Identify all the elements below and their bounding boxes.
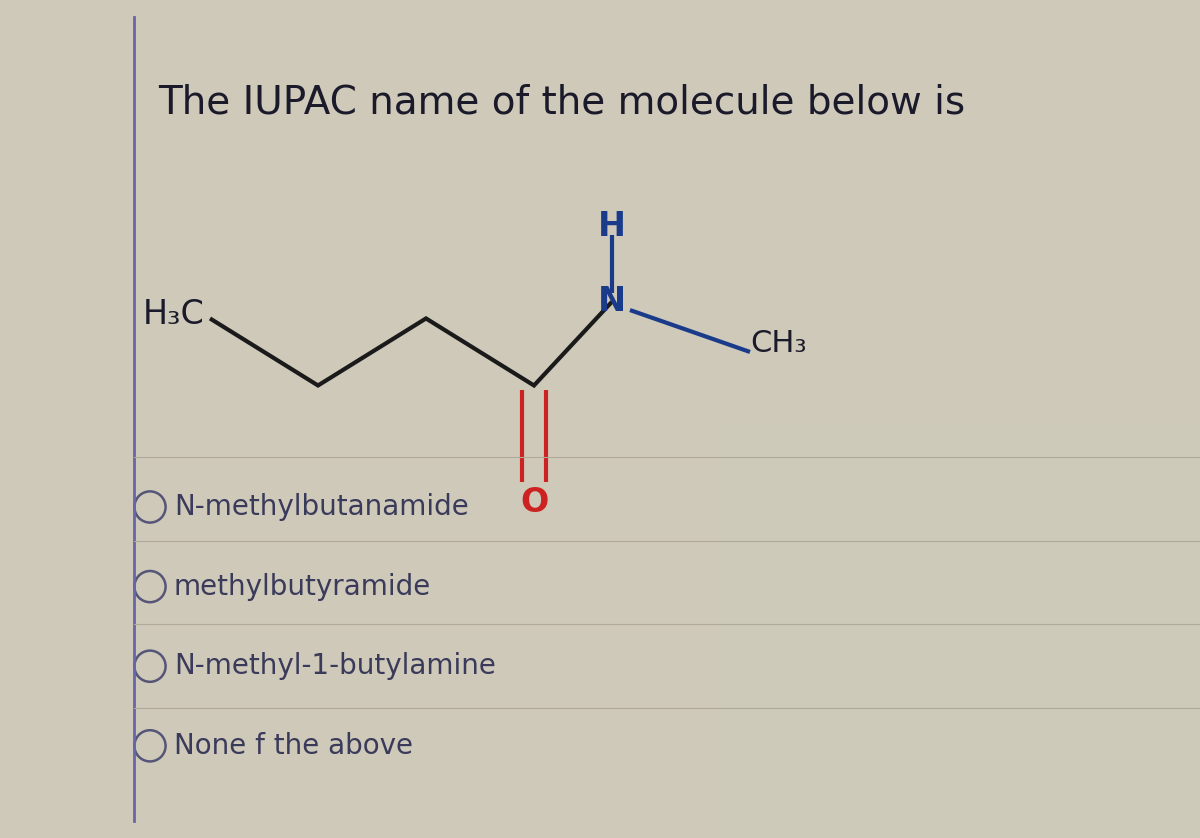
Text: methylbutyramide: methylbutyramide <box>174 572 431 601</box>
Text: O: O <box>520 486 548 520</box>
Text: The IUPAC name of the molecule below is: The IUPAC name of the molecule below is <box>158 84 966 122</box>
Text: CH₃: CH₃ <box>750 329 806 358</box>
Text: N-methylbutanamide: N-methylbutanamide <box>174 493 469 521</box>
Text: N-methyl-1-butylamine: N-methyl-1-butylamine <box>174 652 496 680</box>
Text: H: H <box>598 210 626 243</box>
Text: None f the above: None f the above <box>174 732 413 760</box>
Bar <box>720 419 1200 838</box>
Text: H₃C: H₃C <box>143 297 204 331</box>
Text: N: N <box>598 285 626 318</box>
